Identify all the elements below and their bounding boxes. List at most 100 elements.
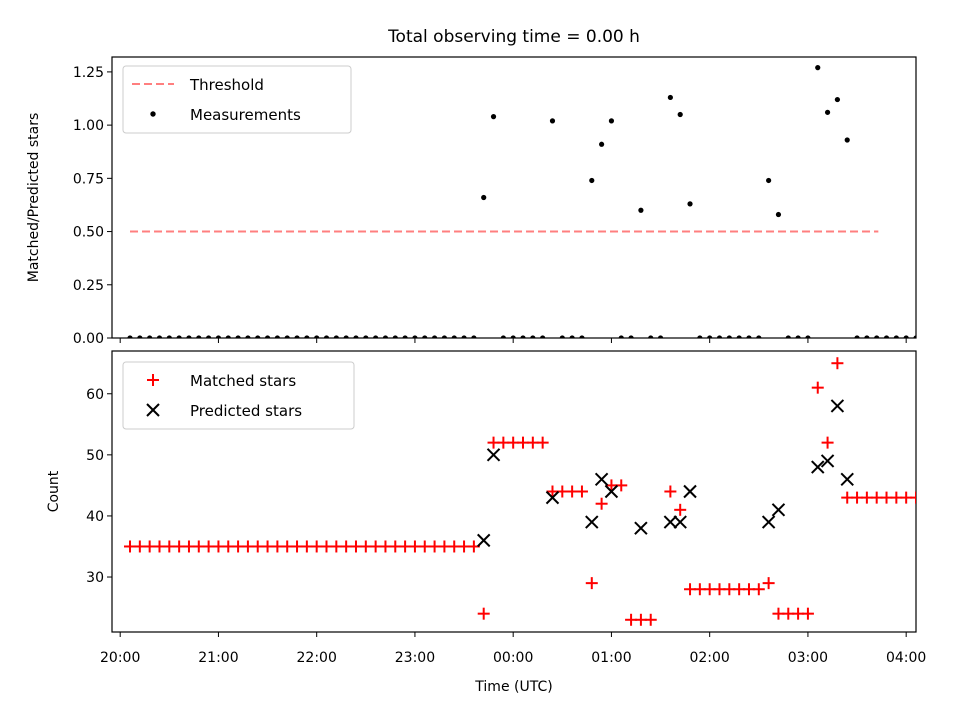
measurement-point [363,335,369,338]
measurement-point [343,335,349,338]
measurement-point [431,335,438,338]
matched-star-point [644,613,657,626]
measurement-point [176,335,182,338]
measurement-point [785,335,791,338]
predicted-star-point [761,515,776,529]
measurement-point [756,335,762,338]
measurement-point [314,335,320,338]
measurement-point [215,335,222,338]
count-marks [124,357,942,626]
measurement-point [746,335,752,338]
predicted-star-point [663,515,678,529]
measurement-point [766,177,772,184]
measurement-point [156,335,163,338]
matched-star-point [801,607,814,620]
y-tick-label: 1.25 [73,65,104,81]
predicted-star-point [771,503,786,517]
count-panel: 30 40 50 60 20:00 21:00 22:00 23:00 00:00 01:00 0… [46,350,942,666]
count-y-ticks: 30 40 50 60 [86,387,112,586]
predicted-star-point [594,472,609,486]
measurement-point [913,335,916,338]
measurement-point [284,335,290,338]
measurement-point [147,335,153,338]
predicted-legend-swatch [146,403,160,417]
measurement-point [245,335,251,338]
measurement-point [500,335,506,338]
measurement-point [441,335,448,338]
y-tick-label: 0.25 [73,278,104,294]
predicted-star-point [545,490,560,505]
measurement-point [805,335,811,338]
measurement-point [392,335,398,338]
ratio-panel: 0.00 0.25 0.50 0.75 1.00 1.25 Matched/Predict… [26,56,938,347]
measurement-point [726,335,732,338]
matched-legend-swatch [147,374,159,386]
measurement-point [795,335,801,338]
x-tick-label: 20:00 [100,650,140,666]
predicted-star-point [585,515,599,529]
y-tick-label: 1.00 [73,118,104,134]
measurement-point [923,335,928,340]
measurement-point [834,96,841,103]
count-x-ticks: 20:00 21:00 22:00 23:00 00:00 01:00 02:00 03:00… [100,632,926,666]
measurements-legend-label: Measurements [190,106,301,124]
measurement-point [255,335,261,338]
measurement-point [687,201,693,207]
matched-star-point [811,381,824,394]
measurement-point [707,335,713,338]
y-tick-label: 0.75 [73,171,104,187]
measurement-point [815,65,821,71]
count-legend-box [122,361,355,430]
measurements-legend-swatch [150,111,156,117]
count-legend: Matched stars Predicted stars [122,361,355,430]
measurement-point [412,335,418,338]
measurement-point [933,335,938,340]
measurement-point [323,335,330,338]
x-axis-label: Time (UTC) [474,679,552,695]
measurement-point [599,141,605,147]
measurement-point [540,335,546,338]
predicted-star-point [486,448,501,462]
measurement-point [490,114,497,120]
predicted-star-point [476,533,491,548]
measurement-point [657,335,664,338]
measurement-point [127,335,133,338]
matched-star-point [930,492,942,504]
y-tick-label: 0.50 [73,225,104,241]
measurement-point [874,335,880,338]
matched-star-point [585,577,598,590]
ratio-marks [127,65,938,340]
x-tick-label: 23:00 [395,650,435,666]
predicted-star-point [840,472,854,486]
measurement-point [461,335,467,338]
measurement-point [628,335,634,338]
chart-title: Total observing time = 0.00 h [387,27,640,47]
y-tick-label: 30 [86,570,104,586]
measurement-point [294,335,300,338]
y-tick-label: 0.00 [73,331,104,347]
y-tick-label: 50 [86,448,104,464]
matched-star-point [536,436,549,449]
matched-star-point [477,607,490,620]
predicted-star-point [820,454,835,468]
measurement-point [648,335,654,338]
ratio-y-axis-label: Matched/Predicted stars [26,113,42,283]
predicted-legend-label: Predicted stars [190,402,302,420]
matched-star-point [752,583,765,596]
predicted-star-point [634,521,648,535]
measurement-point [510,335,516,338]
predicted-star-point [830,399,845,413]
ratio-x-ticks [119,338,907,343]
ratio-y-ticks: 0.00 0.25 0.50 0.75 1.00 1.25 [73,65,112,347]
measurement-point [677,111,683,118]
matched-star-point [831,357,844,370]
measurement-point [579,335,585,338]
count-y-axis-label: Count [46,470,62,512]
measurement-point [235,335,241,338]
measurement-point [883,335,890,338]
measurement-point [196,335,202,338]
measurement-point [471,335,477,338]
measurement-point [304,335,310,338]
measurement-point [166,335,172,338]
measurement-point [844,137,850,143]
